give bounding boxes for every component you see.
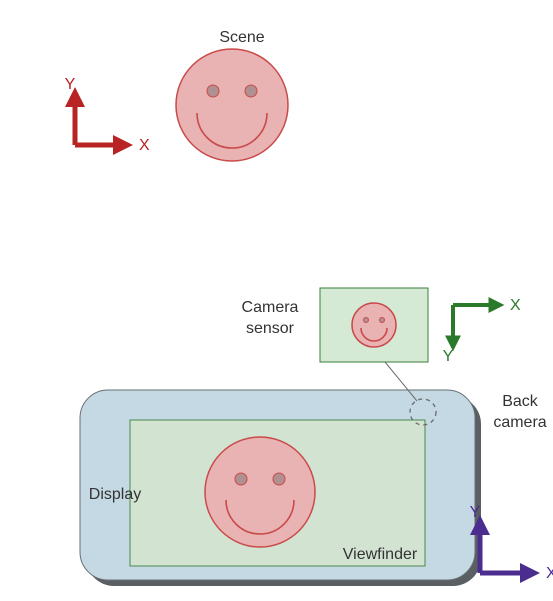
scene-label: Scene xyxy=(212,28,272,49)
sensor-axes: XY xyxy=(443,297,521,365)
axis-x-label: X xyxy=(546,565,553,582)
smiley-icon xyxy=(176,49,288,161)
axis-y-label: Y xyxy=(443,348,454,365)
scene-axes: XY xyxy=(65,76,150,154)
axis-y-label: Y xyxy=(65,76,76,93)
back-camera-label: Backcamera xyxy=(485,392,553,434)
device-axes: XY xyxy=(470,504,553,582)
viewfinder-label: Viewfinder xyxy=(330,545,430,566)
camera-sensor-label: Camerasensor xyxy=(230,298,310,340)
axis-x-label: X xyxy=(139,137,150,154)
smiley-icon xyxy=(352,303,396,347)
axis-y-label: Y xyxy=(470,504,481,521)
smiley-icon xyxy=(205,437,315,547)
axis-x-label: X xyxy=(510,297,521,314)
display-label: Display xyxy=(85,485,145,506)
